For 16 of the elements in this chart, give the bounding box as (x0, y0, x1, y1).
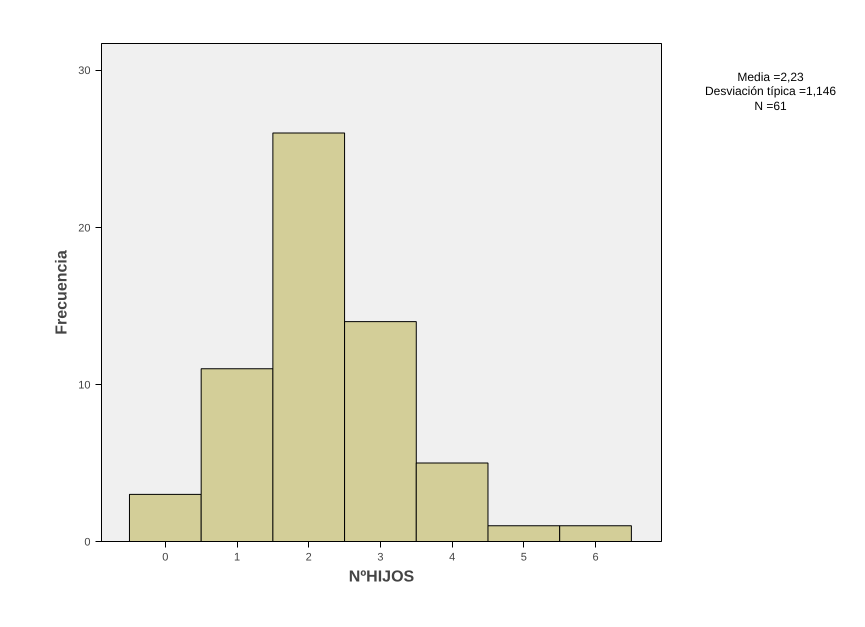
x-tick-label: 5 (520, 552, 527, 564)
x-axis-title: NºHIJOS (348, 568, 415, 586)
x-tick-label: 0 (162, 552, 168, 564)
y-tick-label: 20 (78, 222, 91, 234)
y-tick-label: 10 (78, 379, 91, 392)
x-tick-label: 2 (306, 552, 312, 564)
y-tick-label: 0 (84, 536, 91, 548)
y-tick-label: 30 (78, 65, 91, 78)
x-tick-label: 4 (449, 552, 456, 564)
x-tick-label: 6 (592, 552, 599, 564)
text: N =61 (754, 98, 787, 113)
x-tick-label: 1 (234, 552, 240, 564)
x-tick-label: 3 (377, 552, 384, 564)
y-axis-title: Frecuencia (53, 250, 70, 335)
text: Media =2,23 (737, 70, 804, 84)
text: Desviación típica =1,146 (705, 84, 836, 98)
